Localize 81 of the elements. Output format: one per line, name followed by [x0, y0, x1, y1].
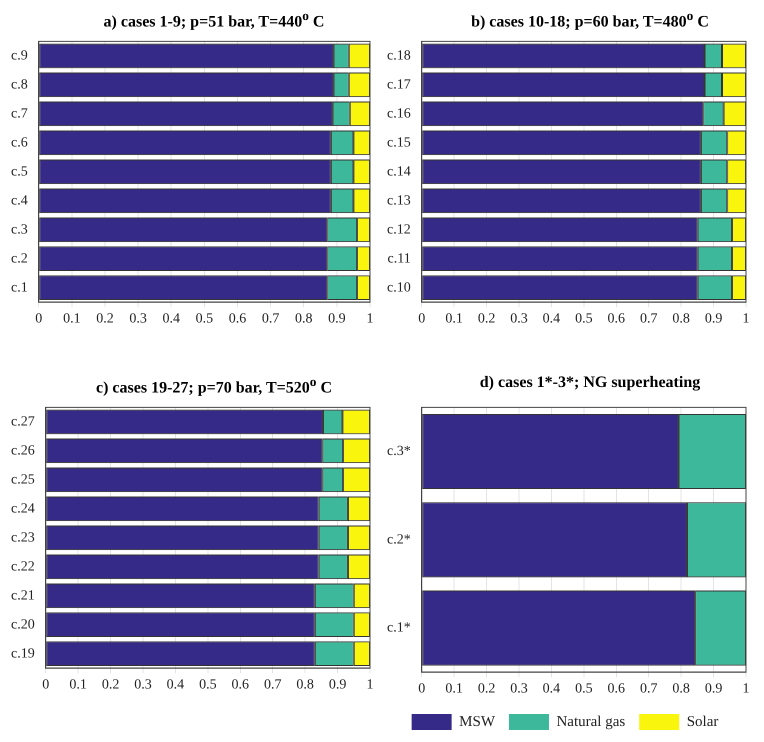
- x-tick-label: 0: [418, 311, 426, 326]
- y-tick-label: c.22: [10, 559, 35, 574]
- x-tick-label: 0.5: [196, 311, 214, 326]
- y-tick-label: c.2*: [386, 532, 411, 548]
- x-tick-label: 0.9: [328, 677, 346, 692]
- y-tick-label: c.15: [386, 135, 411, 150]
- y-tick-label: c.6: [10, 135, 28, 150]
- x-tick-label: 0.4: [542, 681, 560, 696]
- x-tick-label: 0.3: [510, 681, 528, 696]
- y-tick-label: c.23: [10, 530, 35, 546]
- x-tick-label: 0.8: [294, 311, 312, 326]
- x-tick-label: 0: [42, 677, 50, 692]
- x-tick-label: 0.7: [262, 311, 280, 326]
- x-tick-label: 0.1: [69, 677, 87, 692]
- y-tick-label: c.21: [10, 588, 35, 604]
- x-tick-label: 0.6: [608, 311, 626, 326]
- y-tick-label: c.24: [10, 501, 35, 516]
- y-tick-label: c.1*: [386, 620, 411, 636]
- x-tick-label: 0: [418, 681, 426, 696]
- y-tick-label: c.5: [10, 164, 28, 180]
- x-tick-label: 0.2: [478, 681, 496, 696]
- y-tick-label: c.9: [10, 48, 28, 64]
- x-tick-label: 0.1: [63, 311, 81, 326]
- y-tick-label: c.25: [10, 472, 35, 488]
- x-tick-label: 0.9: [328, 311, 346, 326]
- y-tick-label: c.20: [10, 617, 35, 632]
- x-tick-label: 1: [742, 311, 750, 326]
- y-tick-label: c.2: [10, 251, 28, 266]
- x-tick-label: 0.7: [640, 311, 658, 326]
- x-tick-label: 0.6: [228, 311, 246, 326]
- x-tick-label: 0.8: [672, 681, 690, 696]
- x-tick-label: 0.6: [232, 677, 250, 692]
- x-tick-label: 0.3: [129, 311, 147, 326]
- y-tick-label: c.11: [388, 251, 411, 266]
- x-tick-label: 0.3: [134, 677, 152, 692]
- x-tick-label: 0.8: [296, 677, 314, 692]
- x-tick-label: 0.2: [478, 311, 496, 326]
- y-tick-label: c.26: [10, 444, 35, 459]
- y-tick-label: c.19: [10, 646, 35, 662]
- y-tick-label: c.7: [10, 106, 28, 122]
- y-tick-label: c.3*: [386, 444, 411, 460]
- x-tick-label: 0.7: [640, 681, 658, 696]
- y-tick-label: c.4: [10, 193, 28, 208]
- chart-title: d) cases 1*-3*; NG superheating: [478, 374, 702, 393]
- x-tick-label: 0.3: [510, 311, 528, 326]
- y-tick-label: c.8: [10, 78, 28, 93]
- y-tick-label: c.16: [386, 106, 411, 122]
- x-tick-label: 0: [35, 311, 42, 326]
- x-tick-label: 0.8: [672, 311, 690, 326]
- x-tick-label: 0.5: [575, 311, 593, 326]
- chart-title: b) cases 10-18; p=60 bar, T=480$^{o}$ C: [470, 8, 710, 30]
- x-tick-label: 1: [742, 681, 750, 696]
- y-tick-label: c.3: [10, 222, 28, 238]
- x-tick-label: 0.4: [542, 311, 560, 326]
- legend-label: MSW: [459, 714, 496, 730]
- y-tick-label: c.14: [386, 164, 411, 180]
- x-tick-label: 0.7: [264, 677, 282, 692]
- x-tick-label: 0.1: [445, 311, 463, 326]
- y-tick-label: c.1: [10, 280, 28, 296]
- x-tick-label: 1: [366, 311, 374, 326]
- y-tick-label: c.27: [10, 414, 35, 430]
- x-tick-label: 0.6: [608, 681, 626, 696]
- y-tick-label: c.12: [386, 222, 411, 238]
- x-tick-label: 0.1: [445, 681, 463, 696]
- x-tick-label: 0.9: [704, 311, 722, 326]
- y-tick-label: c.10: [386, 280, 411, 296]
- x-tick-label: 0.2: [102, 677, 120, 692]
- y-tick-label: c.17: [386, 78, 411, 93]
- chart-title: a) cases 1-9; p=51 bar, T=440$^{o}$ C: [102, 8, 326, 30]
- legend-label: Solar: [686, 714, 718, 730]
- chart-title: c) cases 19-27; p=70 bar, T=520$^{o}$ C: [94, 374, 334, 396]
- x-tick-label: 0.5: [199, 677, 217, 692]
- x-tick-label: 0.4: [166, 677, 184, 692]
- x-tick-label: 0.4: [162, 311, 180, 326]
- y-tick-label: c.18: [386, 48, 411, 64]
- x-tick-label: 0.5: [575, 681, 593, 696]
- y-tick-label: c.13: [386, 193, 411, 208]
- legend-label: Natural gas: [556, 714, 626, 730]
- x-tick-label: 0.2: [96, 311, 114, 326]
- x-tick-label: 1: [366, 677, 374, 692]
- x-tick-label: 0.9: [704, 681, 722, 696]
